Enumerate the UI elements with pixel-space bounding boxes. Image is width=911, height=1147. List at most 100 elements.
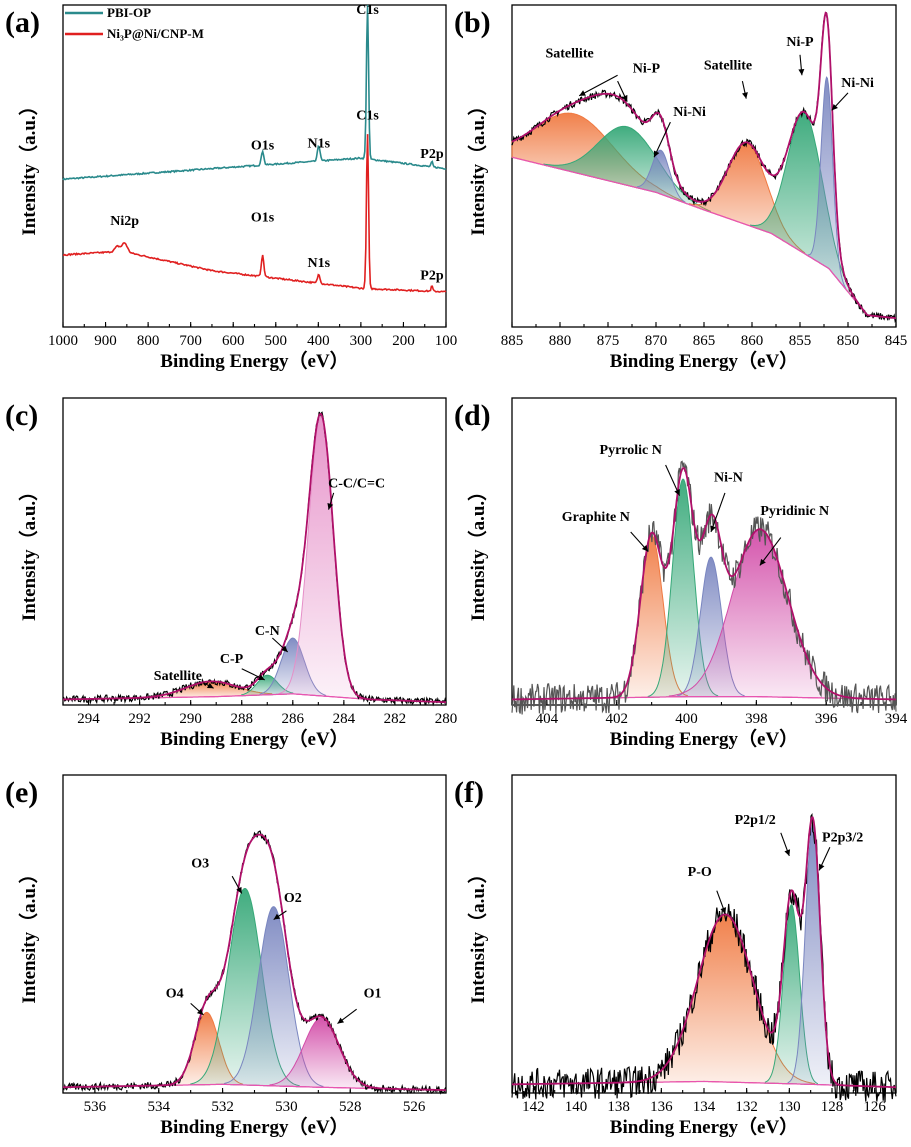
x-tick-label: 534 bbox=[148, 1099, 171, 1115]
x-tick-label: 140 bbox=[565, 1099, 588, 1115]
x-tick-label: 855 bbox=[789, 333, 812, 349]
panel-5: 142 140 138 136 134 132 130 128 126 Binding Energ… bbox=[454, 774, 897, 1138]
x-tick-label: 404 bbox=[536, 711, 559, 727]
arrow-head bbox=[281, 645, 288, 652]
arrow-head bbox=[674, 488, 680, 496]
x-tick-label: 526 bbox=[403, 1099, 426, 1115]
fit-envelope-line bbox=[63, 833, 446, 1091]
x-tick-label: 845 bbox=[885, 333, 908, 349]
x-tick-label: 536 bbox=[84, 1099, 107, 1115]
peak-label: Graphite N bbox=[562, 510, 630, 525]
panel-1: 885 880 875 870 865 860 855 850 845 Binding Energ… bbox=[454, 4, 908, 372]
arrow-head bbox=[273, 913, 281, 920]
peak-label: O1s bbox=[251, 210, 275, 225]
panel-4: 536 534 532 530 528 526 Binding Energy（eV） Inte… bbox=[5, 774, 447, 1138]
label-arrow bbox=[578, 74, 618, 97]
peak-label: Ni-Ni bbox=[841, 76, 874, 91]
x-tick-label: 130 bbox=[778, 1099, 801, 1115]
arrow-head bbox=[831, 103, 838, 111]
peak-label: C1s bbox=[356, 108, 379, 123]
x-tick-label: 1000 bbox=[48, 333, 78, 349]
x-tick-label: 294 bbox=[77, 711, 100, 727]
x-tick-label: 288 bbox=[230, 711, 253, 727]
arrow-head bbox=[798, 69, 805, 76]
x-tick-label: 132 bbox=[735, 1099, 758, 1115]
fit-envelope-line bbox=[512, 816, 896, 1089]
x-tick-label: 885 bbox=[501, 333, 524, 349]
peak-label: N1s bbox=[307, 137, 330, 152]
plot-frame bbox=[511, 397, 897, 706]
x-tick-label: 700 bbox=[179, 333, 202, 349]
peak-label: Satellite bbox=[545, 47, 593, 62]
x-tick-label: 600 bbox=[222, 333, 245, 349]
label-arrow bbox=[653, 121, 671, 158]
fit-envelope-line bbox=[63, 413, 446, 704]
y-axis-label: Intensity（a.u.） bbox=[466, 482, 489, 621]
peak-label: O2 bbox=[284, 891, 302, 906]
arrow-head bbox=[196, 1008, 204, 1015]
x-tick-label: 138 bbox=[607, 1099, 630, 1115]
x-tick-label: 900 bbox=[94, 333, 117, 349]
x-tick-label: 100 bbox=[435, 333, 458, 349]
x-tick-label: 398 bbox=[745, 711, 768, 727]
y-axis-label: Intensity（a.u.） bbox=[17, 864, 40, 1003]
fit-envelope-line bbox=[512, 467, 896, 701]
x-tick-label: 284 bbox=[333, 711, 356, 727]
y-axis-label: Intensity（a.u.） bbox=[17, 482, 40, 621]
x-tick-label: 136 bbox=[650, 1099, 673, 1115]
y-axis-label: Intensity（a.u.） bbox=[17, 96, 40, 235]
peak-label: N1s bbox=[307, 256, 330, 271]
arrow-head bbox=[653, 150, 660, 158]
legend-entry: Ni₃P@Ni/CNP-M bbox=[107, 26, 204, 41]
x-tick-label: 865 bbox=[693, 333, 716, 349]
series-line-0 bbox=[62, 4, 447, 181]
peak-label: P2p3/2 bbox=[822, 830, 863, 845]
x-tick-label: 286 bbox=[282, 711, 305, 727]
peak-label: Ni-Ni bbox=[673, 105, 706, 120]
x-tick-label: 280 bbox=[435, 711, 458, 727]
x-tick-label: 532 bbox=[211, 1099, 234, 1115]
peak-label: C-C/C=C bbox=[328, 476, 385, 491]
background-line bbox=[511, 156, 897, 319]
raw-spectrum-line bbox=[511, 460, 897, 715]
peak-label: O1s bbox=[251, 138, 275, 153]
x-tick-label: 870 bbox=[645, 333, 668, 349]
x-tick-label: 396 bbox=[815, 711, 838, 727]
arrow-head bbox=[236, 886, 242, 894]
arrow-head bbox=[327, 503, 334, 510]
peak-label: Ni2p bbox=[110, 214, 139, 229]
arrow-head bbox=[784, 849, 791, 856]
arrow-head bbox=[720, 907, 727, 914]
peak-label: Pyridinic N bbox=[760, 504, 829, 519]
panel-letter: (d) bbox=[454, 399, 491, 432]
x-tick-label: 400 bbox=[307, 333, 330, 349]
x-tick-label: 875 bbox=[597, 333, 620, 349]
panel-letter: (e) bbox=[5, 776, 38, 809]
arrow-head bbox=[258, 674, 265, 680]
arrow-head bbox=[641, 545, 649, 552]
arrow-head bbox=[621, 94, 628, 102]
x-axis-label: Binding Energy（eV） bbox=[160, 349, 348, 372]
raw-spectrum-line bbox=[511, 813, 897, 1103]
x-tick-label: 528 bbox=[339, 1099, 362, 1115]
peak-label: P-O bbox=[688, 865, 712, 880]
x-tick-label: 282 bbox=[384, 711, 407, 727]
x-tick-label: 400 bbox=[675, 711, 698, 727]
peak-label: Ni-P bbox=[786, 35, 814, 50]
peak-label: Satellite bbox=[704, 58, 752, 73]
peak-label: C-P bbox=[220, 652, 244, 667]
peak-label: Pyrrolic N bbox=[600, 443, 662, 458]
label-arrow bbox=[710, 492, 726, 533]
fit-envelope-line bbox=[511, 11, 897, 320]
y-axis-label: Intensity（a.u.） bbox=[466, 96, 489, 235]
x-tick-label: 128 bbox=[821, 1099, 844, 1115]
x-tick-label: 290 bbox=[179, 711, 202, 727]
plot-frame bbox=[62, 397, 447, 706]
x-tick-label: 800 bbox=[137, 333, 160, 349]
panel-letter: (a) bbox=[5, 6, 40, 39]
arrow-head bbox=[710, 525, 716, 532]
peak-label: P2p bbox=[420, 147, 444, 162]
peak-label: C1s bbox=[356, 3, 379, 18]
x-tick-label: 394 bbox=[885, 711, 908, 727]
